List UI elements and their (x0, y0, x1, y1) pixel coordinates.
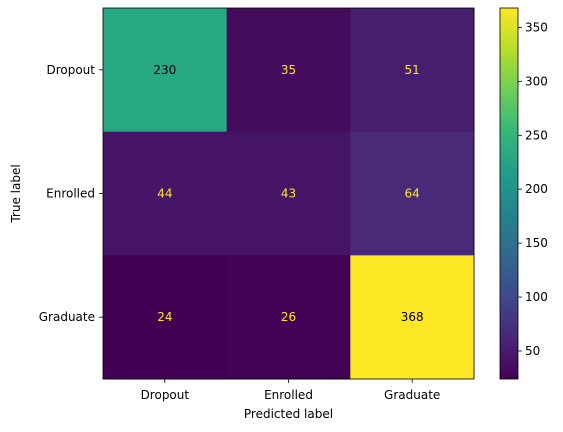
heatmap-cell (350, 8, 475, 133)
cell-value-label: 24 (157, 310, 172, 324)
x-tick-label: Graduate (384, 388, 440, 402)
heatmap-cell (226, 255, 351, 380)
cell-value-label: 35 (281, 63, 296, 77)
heatmap-cell (350, 131, 475, 256)
heatmap-cell (103, 131, 228, 256)
heatmap-cell (103, 255, 228, 380)
cell-value-label: 51 (405, 63, 420, 77)
y-tick-label: Graduate (39, 310, 95, 324)
cell-value-label: 368 (401, 310, 424, 324)
y-tick-label: Dropout (46, 63, 95, 77)
colorbar-tick-label: 100 (525, 290, 548, 304)
heatmap-cell (350, 255, 475, 380)
colorbar-tick-label: 350 (525, 20, 548, 34)
cell-value-label: 64 (405, 187, 420, 201)
y-axis-label: True label (9, 164, 23, 223)
x-tick-label: Enrolled (264, 388, 313, 402)
colorbar-tick-label: 200 (525, 182, 548, 196)
heatmap-cells (103, 8, 475, 380)
cell-value-label: 44 (157, 187, 172, 201)
x-tick-label: Dropout (141, 388, 190, 402)
colorbar-tick-label: 50 (525, 344, 540, 358)
x-axis-ticks: Dropout Enrolled Graduate (141, 379, 440, 402)
y-axis-ticks: Dropout Enrolled Graduate (39, 63, 103, 324)
colorbar-tick-label: 300 (525, 74, 548, 88)
cell-value-label: 230 (153, 63, 176, 77)
heatmap-cell-labels: 230 35 51 44 43 64 24 26 368 (153, 63, 423, 324)
heatmap-cell (226, 131, 351, 256)
cell-value-label: 43 (281, 187, 296, 201)
colorbar-tick-label: 250 (525, 128, 548, 142)
colorbar-ticks: 50 100 150 200 250 300 350 (518, 20, 548, 358)
y-tick-label: Enrolled (46, 187, 95, 201)
heatmap-cell (103, 8, 228, 133)
colorbar-tick-label: 150 (525, 236, 548, 250)
colorbar (499, 7, 519, 380)
cell-value-label: 26 (281, 310, 296, 324)
x-axis-label: Predicted label (244, 407, 333, 421)
heatmap-cell (226, 8, 351, 133)
